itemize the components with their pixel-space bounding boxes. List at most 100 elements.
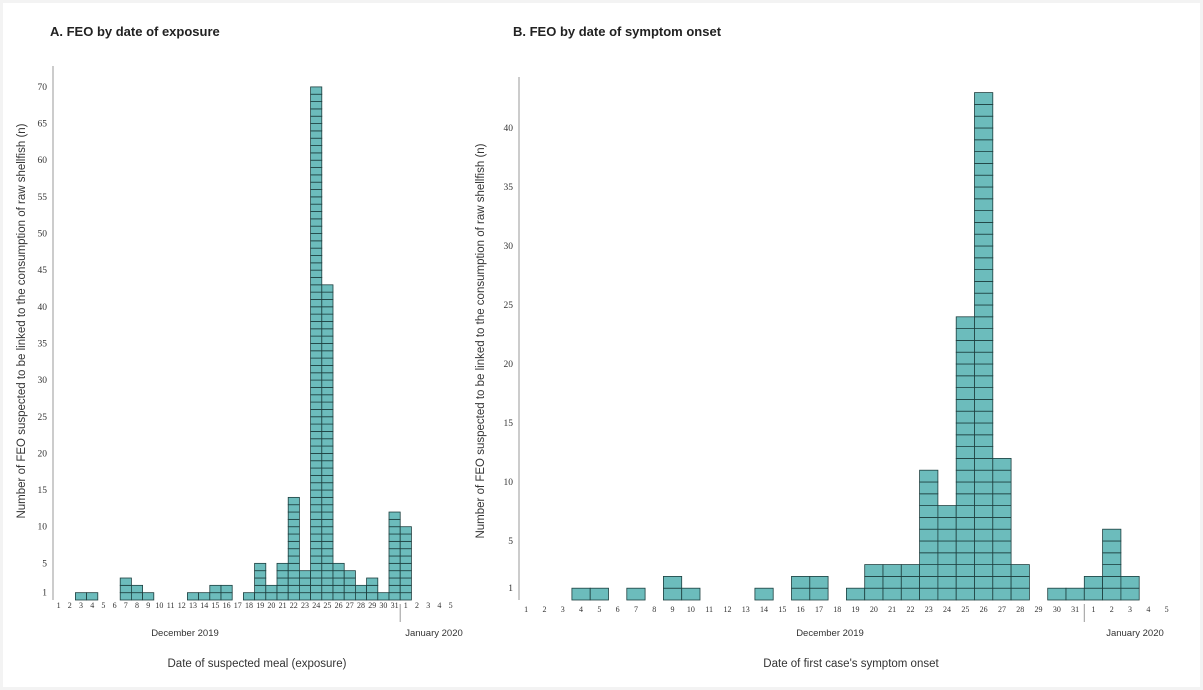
panel-a-bar-cell bbox=[321, 291, 334, 300]
panel-b-bar-cell bbox=[974, 387, 994, 400]
panel-a-bar-cell bbox=[287, 592, 300, 601]
panel-b-bar-cell bbox=[974, 92, 994, 105]
panel-a-x-tick-label: 11 bbox=[167, 601, 175, 610]
panel-a-bar-cell bbox=[310, 482, 323, 491]
panel-b-bar-cell bbox=[955, 540, 975, 554]
panel-b-bar-cell bbox=[974, 292, 994, 306]
panel-a-bar-cell bbox=[321, 284, 334, 293]
panel-b-bar-cell bbox=[1102, 552, 1122, 565]
panel-a-bar-cell bbox=[399, 555, 412, 564]
panel-a-bar-cell bbox=[321, 562, 334, 572]
panel-a-bar-cell bbox=[321, 372, 334, 381]
panel-a-x-tick-label: 3 bbox=[79, 601, 83, 610]
panel-a-bar-cell bbox=[265, 592, 278, 601]
panel-b-x-tick-label: 29 bbox=[1035, 605, 1043, 614]
panel-a-bar-cell bbox=[310, 372, 323, 381]
panel-a-bar bbox=[86, 592, 99, 601]
panel-a-bar bbox=[298, 570, 311, 601]
panel-b-bar-cell bbox=[974, 434, 994, 447]
panel-b-bar-cell bbox=[974, 151, 994, 164]
panel-b-bar-cell bbox=[992, 469, 1012, 483]
panel-a-x-tick-label: 27 bbox=[346, 601, 354, 610]
panel-a-bar-cell bbox=[75, 592, 88, 601]
panel-a-bar-cell bbox=[310, 108, 323, 117]
panel-a-bar-cell bbox=[287, 562, 300, 572]
panel-b-x-tick-label: 21 bbox=[888, 605, 896, 614]
panel-b-bar-cell bbox=[955, 375, 975, 388]
panel-b-bar-cell bbox=[571, 587, 591, 601]
panel-a-bar-cell bbox=[310, 584, 323, 594]
panel-b-bar-cell bbox=[974, 328, 994, 341]
panel-a-x-tick-label: 7 bbox=[124, 601, 128, 610]
panel-a-bar-cell bbox=[388, 584, 401, 594]
panel-a-bar-cell bbox=[399, 570, 412, 579]
panel-a-bar-cell bbox=[354, 584, 367, 594]
panel-a-bar-cell bbox=[310, 496, 323, 506]
panel-b-bar bbox=[1120, 576, 1140, 601]
panel-a-bar-cell bbox=[310, 562, 323, 572]
panel-b-bar-cell bbox=[974, 552, 994, 565]
panel-a-bar-cell bbox=[399, 540, 412, 550]
panel-a-bar-cell bbox=[310, 159, 323, 168]
panel-b-bar-cell bbox=[992, 457, 1012, 471]
panel-a-bar-cell bbox=[287, 526, 300, 535]
panel-a-bar-cell bbox=[343, 577, 356, 586]
panel-a-y-tick-label: 35 bbox=[38, 339, 48, 349]
panel-b-bar-cell bbox=[955, 351, 975, 365]
panel-b-bar-cell bbox=[974, 221, 994, 235]
panel-a-bar-cell bbox=[287, 570, 300, 579]
panel-b-bar-cell bbox=[791, 576, 811, 589]
panel-b-bar bbox=[992, 457, 1012, 601]
panel-b-bar-cell bbox=[974, 115, 994, 129]
panel-b-bar-cell bbox=[846, 587, 866, 601]
panel-a-bar-cell bbox=[130, 592, 143, 601]
panel-a-bar-cell bbox=[321, 335, 334, 344]
panel-b-x-tick-label: 12 bbox=[723, 605, 731, 614]
panel-b-bar-cell bbox=[1120, 587, 1140, 601]
panel-b-bar bbox=[809, 576, 829, 601]
panel-b-bar-cell bbox=[864, 587, 884, 601]
panel-a-x-tick-label: 1 bbox=[57, 601, 61, 610]
panel-a-bar-cell bbox=[287, 548, 300, 557]
panel-b-x-tick-label: 14 bbox=[760, 605, 768, 614]
panel-b-bar-cell bbox=[955, 481, 975, 495]
panel-a-bar bbox=[377, 592, 390, 601]
panel-a-bar-cell bbox=[310, 511, 323, 520]
panel-a-bar-cell bbox=[310, 570, 323, 579]
panel-a-bar-cell bbox=[310, 504, 323, 513]
panel-b-bar-cell bbox=[937, 576, 957, 589]
panel-a-bar-cell bbox=[321, 365, 334, 374]
panel-a-bar-cell bbox=[276, 592, 289, 601]
panel-b-bar-cell bbox=[754, 587, 774, 601]
panel-b-bar bbox=[1010, 564, 1030, 601]
panel-b-bar-cell bbox=[919, 528, 939, 542]
panel-a-x-tick-label: 30 bbox=[379, 601, 387, 610]
panel-a-bar-cell bbox=[310, 306, 323, 315]
panel-b-bar-cell bbox=[974, 446, 994, 459]
panel-b-bar-cell bbox=[1083, 576, 1104, 589]
panel-a-bar bbox=[332, 562, 345, 601]
panel-a-y-tick-label: 30 bbox=[38, 376, 48, 386]
panel-a-x-tick-label: 25 bbox=[323, 601, 331, 610]
panel-b-bar-cell bbox=[955, 410, 975, 424]
panel-b-bar-cell bbox=[919, 576, 939, 589]
panel-a-bar-cell bbox=[321, 570, 334, 579]
panel-b-bar-cell bbox=[626, 587, 646, 601]
panel-b-bar-cell bbox=[992, 576, 1012, 589]
panel-b-x-tick-label: 27 bbox=[998, 605, 1006, 614]
panel-b-bar-cell bbox=[937, 564, 957, 577]
panel-a-bar-cell bbox=[310, 211, 323, 220]
panel-a-x-tick-label: 13 bbox=[189, 601, 197, 610]
panel-b-bar-cell bbox=[974, 457, 994, 471]
panel-a-bar-cell bbox=[310, 328, 323, 337]
panel-a-x-tick-label: 19 bbox=[256, 601, 264, 610]
panel-a-x-tick-label: 16 bbox=[223, 601, 231, 610]
panel-a-bar-cell bbox=[310, 269, 323, 278]
panel-a-bar-cell bbox=[310, 467, 323, 476]
panel-a-bar-cell bbox=[310, 203, 323, 212]
panel-b-bar-cell bbox=[1047, 587, 1067, 601]
panel-a-bar-cell bbox=[399, 526, 412, 535]
panel-b-bar-cell bbox=[955, 469, 975, 483]
panel-a-month-label-january: January 2020 bbox=[405, 628, 463, 639]
